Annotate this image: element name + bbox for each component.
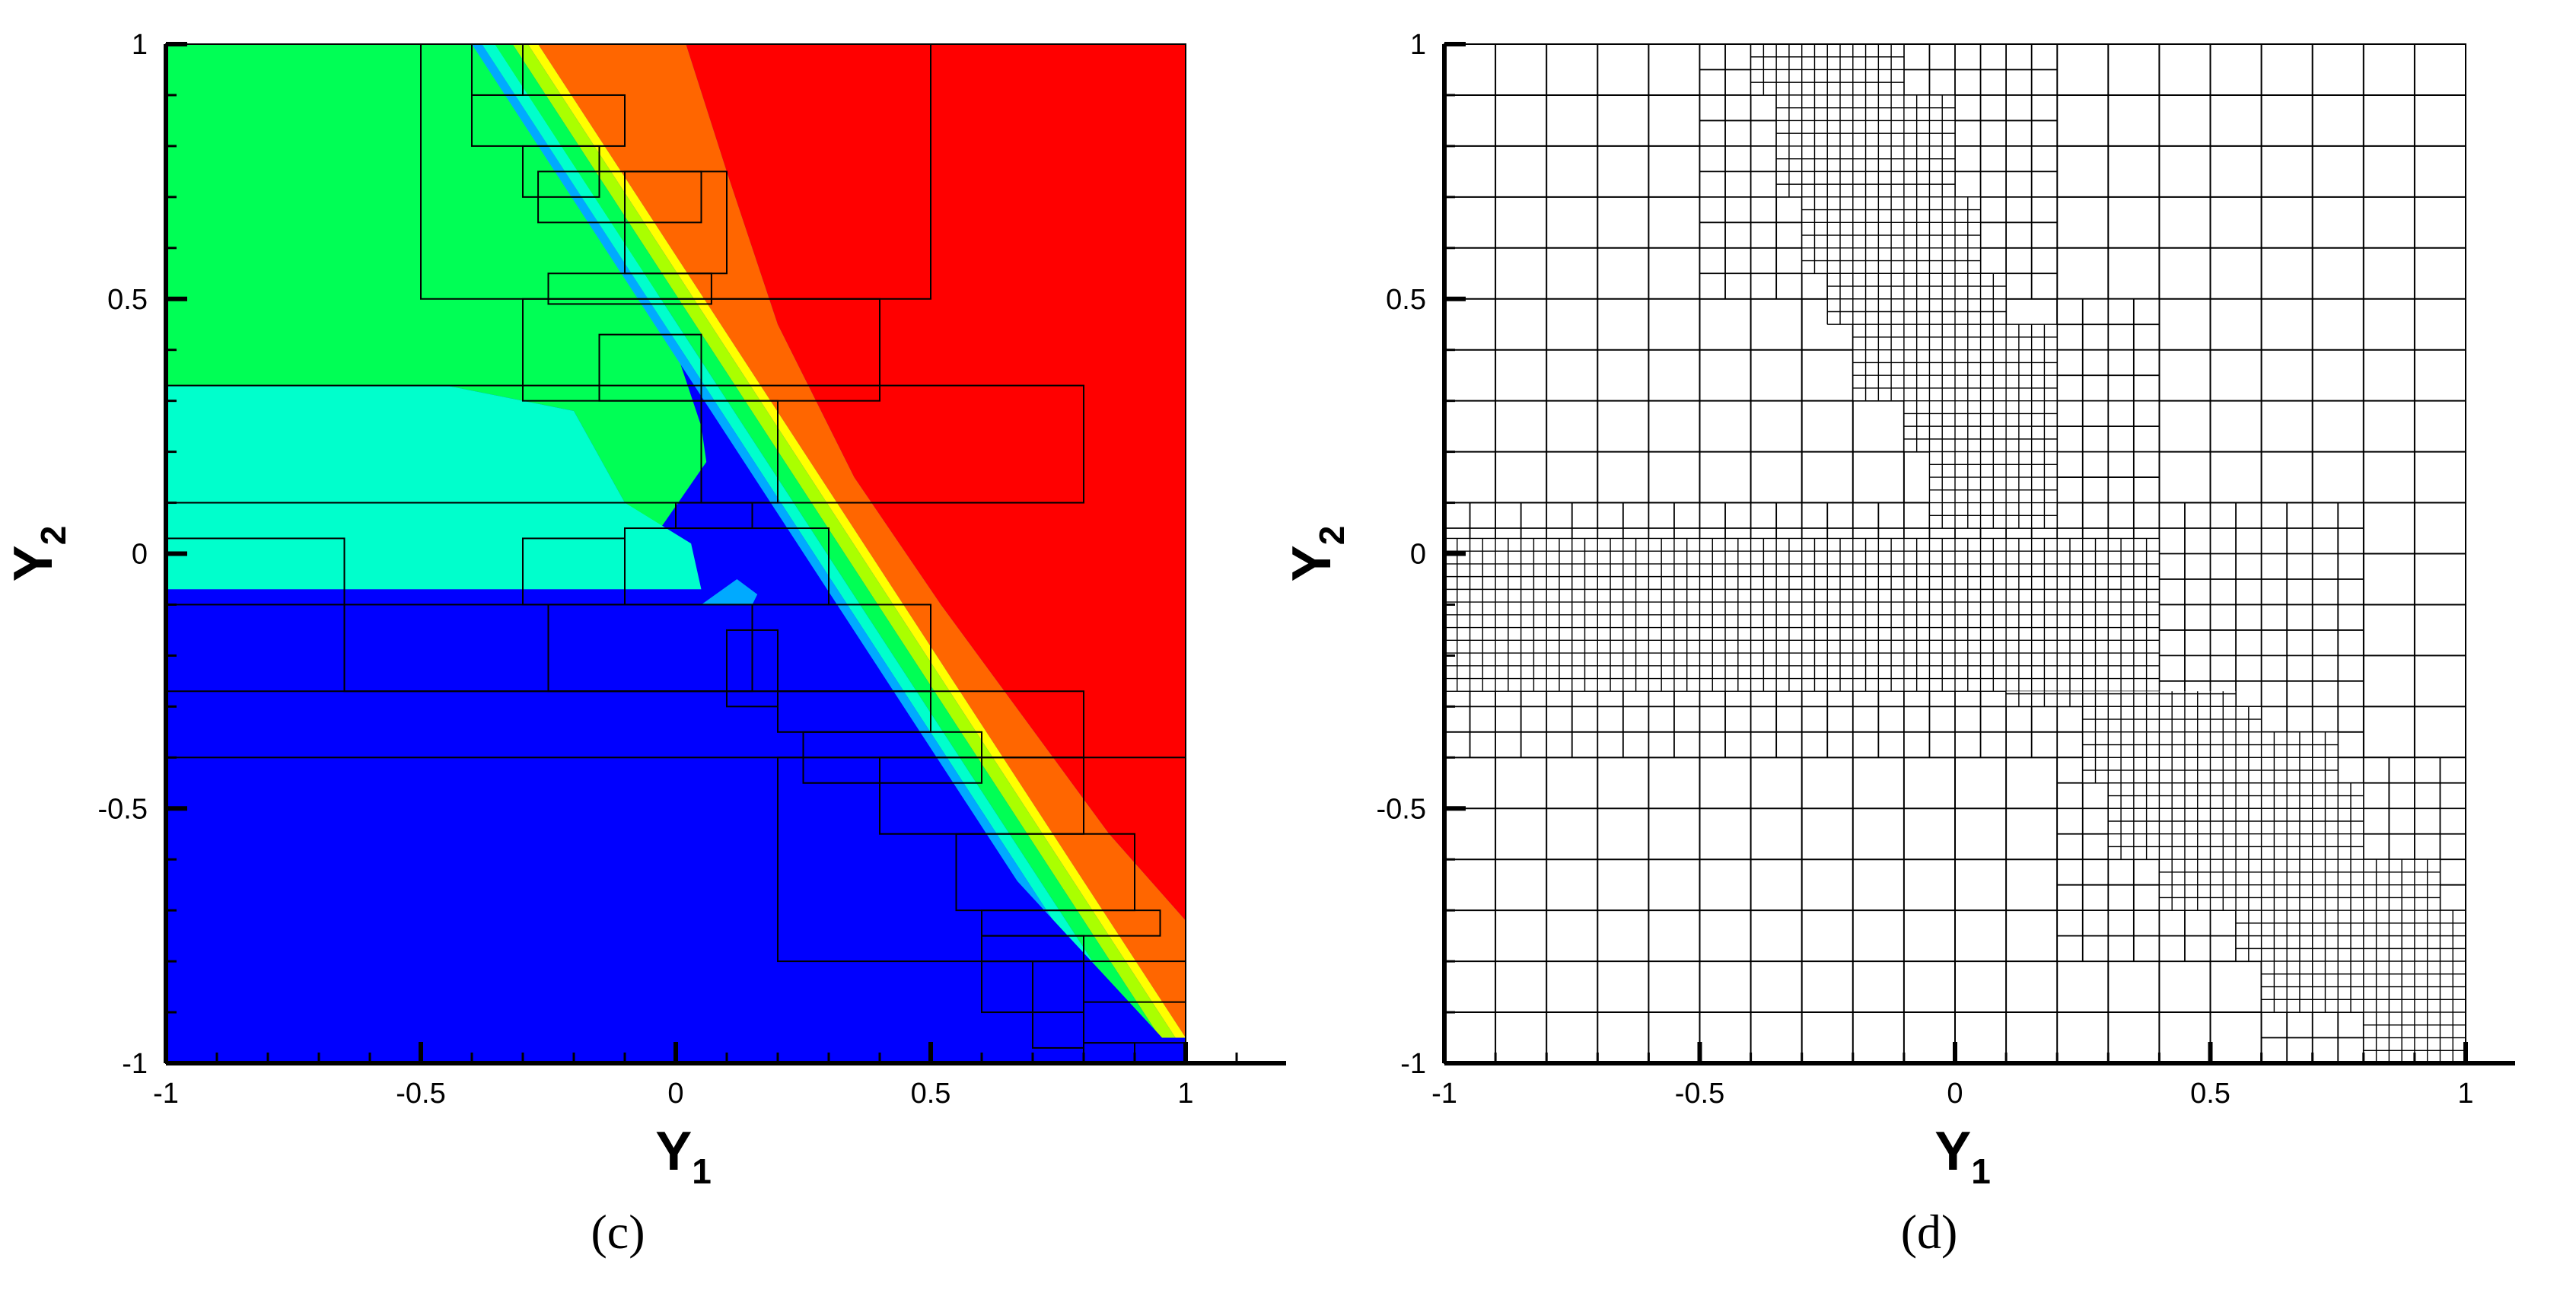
y-tick-label: 0 <box>132 539 148 571</box>
x-axis-title: Y1 <box>655 1121 712 1191</box>
x-tick-label: 1 <box>1177 1078 1193 1110</box>
y-axis-title-main: Y <box>3 545 64 581</box>
x-tick-label: 0 <box>667 1078 683 1110</box>
refined-block-level-2 <box>1775 94 1956 198</box>
x-tick-label: -0.5 <box>1675 1078 1724 1110</box>
refinement-cells <box>166 44 1186 1063</box>
y-axis-title-sub: 2 <box>1312 526 1352 546</box>
cell-box <box>547 272 712 305</box>
refined-block-level-2 <box>2005 691 2237 708</box>
y-tick-label: -0.5 <box>98 793 148 825</box>
refined-block-level-2 <box>1928 451 2058 529</box>
cell-box <box>537 170 702 224</box>
mesh-grid <box>1444 44 2466 1063</box>
y-tick-label: 1 <box>132 29 148 61</box>
refined-block-level-2 <box>2082 706 2262 733</box>
refined-block-level-2 <box>2235 909 2466 962</box>
y-axis-title-main: Y <box>1282 545 1342 581</box>
refined-block-level-2 <box>2158 858 2441 911</box>
y-tick-label: 0.5 <box>1386 284 1426 316</box>
refined-block-level-1 <box>2056 298 2160 504</box>
y-tick-label: 1 <box>1410 29 1426 61</box>
x-axis-title-main: Y <box>1934 1121 1971 1182</box>
y-axis-title-sub: 2 <box>33 526 73 546</box>
panel-label: (c) <box>591 1205 645 1259</box>
cell-box <box>166 690 1084 759</box>
x-axis-title-sub: 1 <box>1971 1151 1991 1191</box>
refined-block-level-2 <box>2260 960 2466 1013</box>
contour-band-aqua <box>482 44 1143 1038</box>
contour-region-red <box>686 44 1186 921</box>
x-tick-label: 0.5 <box>911 1078 951 1110</box>
x-axis-title: Y1 <box>1934 1121 1991 1191</box>
cell-box <box>598 333 702 402</box>
plot-area <box>166 44 1186 1063</box>
cell-box <box>166 537 345 606</box>
cell-box <box>166 384 1084 504</box>
y-tick-label: -1 <box>122 1048 148 1080</box>
x-axis-title-main: Y <box>655 1121 692 1182</box>
x-tick-label: 0 <box>1947 1078 1963 1110</box>
y-tick-label: 0 <box>1410 539 1426 571</box>
contour-bump <box>625 578 758 605</box>
refined-block-level-2 <box>1826 272 2007 325</box>
y-tick-label: -0.5 <box>1377 793 1426 825</box>
x-tick-label: -1 <box>153 1078 179 1110</box>
y-tick-label: -1 <box>1400 1048 1426 1080</box>
refined-block-level-2 <box>1852 323 2058 402</box>
y-tick-label: 0.5 <box>107 284 148 316</box>
x-tick-label: 0.5 <box>2190 1078 2231 1110</box>
x-axis-title-sub: 1 <box>692 1151 712 1191</box>
cell-box <box>726 629 779 708</box>
contour-band-yellow <box>527 44 1186 1038</box>
contour-band-lime <box>512 44 1176 1038</box>
contour-band-green <box>495 44 1161 1038</box>
refined-block-level-2 <box>1750 44 1905 96</box>
refined-block-level-2 <box>1801 196 1982 274</box>
contour-band-light_blue <box>472 44 1130 1038</box>
refined-block-level-2 <box>2107 782 2364 860</box>
refined-block-level-2 <box>1444 537 2160 692</box>
x-tick-label: 1 <box>2457 1078 2473 1110</box>
x-tick-label: -0.5 <box>396 1078 445 1110</box>
y-axis-title: Y2 <box>1282 526 1352 582</box>
x-tick-label: -1 <box>1431 1078 1457 1110</box>
plot-area <box>1444 44 2466 1063</box>
contour-region-blue-lower <box>166 594 1186 1063</box>
panel-label: (d) <box>1901 1205 1958 1259</box>
refined-block-level-2 <box>1903 400 2058 453</box>
refined-block-level-2 <box>2082 731 2339 784</box>
y-axis-title: Y2 <box>3 526 73 582</box>
